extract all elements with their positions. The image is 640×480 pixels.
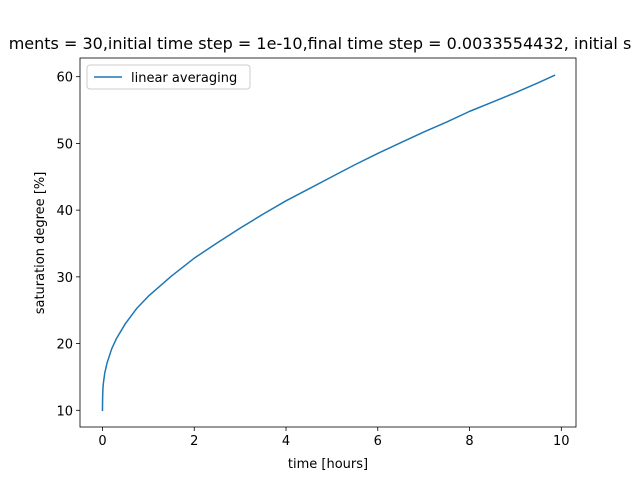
y-tick-label: 50 — [56, 137, 73, 152]
x-tick-label: 0 — [98, 434, 106, 449]
legend-box — [86, 64, 251, 90]
x-tick-label: 10 — [553, 434, 570, 449]
y-axis-label: saturation degree [%] — [33, 172, 48, 315]
plot-area: 0 2 4 6 8 10 10 20 30 40 50 60 — [56, 57, 577, 449]
x-tick-label: 4 — [282, 434, 290, 449]
y-tick-label: 30 — [56, 271, 73, 286]
y-tick-label: 40 — [56, 204, 73, 219]
x-tick-label: 8 — [465, 434, 473, 449]
y-tick-label: 60 — [56, 71, 73, 86]
x-axis-label: time [hours] — [288, 457, 368, 472]
y-tick-label: 10 — [56, 404, 73, 419]
x-tick-label: 2 — [190, 434, 198, 449]
y-tick-label: 20 — [56, 338, 73, 353]
chart-title: ments = 30,initial time step = 1e-10,fin… — [9, 34, 632, 53]
axes-frame — [79, 57, 577, 428]
series-line-0 — [101, 74, 556, 412]
x-tick-label: 6 — [374, 434, 382, 449]
legend: linear averaging — [86, 64, 251, 90]
legend-label: linear averaging — [131, 71, 237, 86]
